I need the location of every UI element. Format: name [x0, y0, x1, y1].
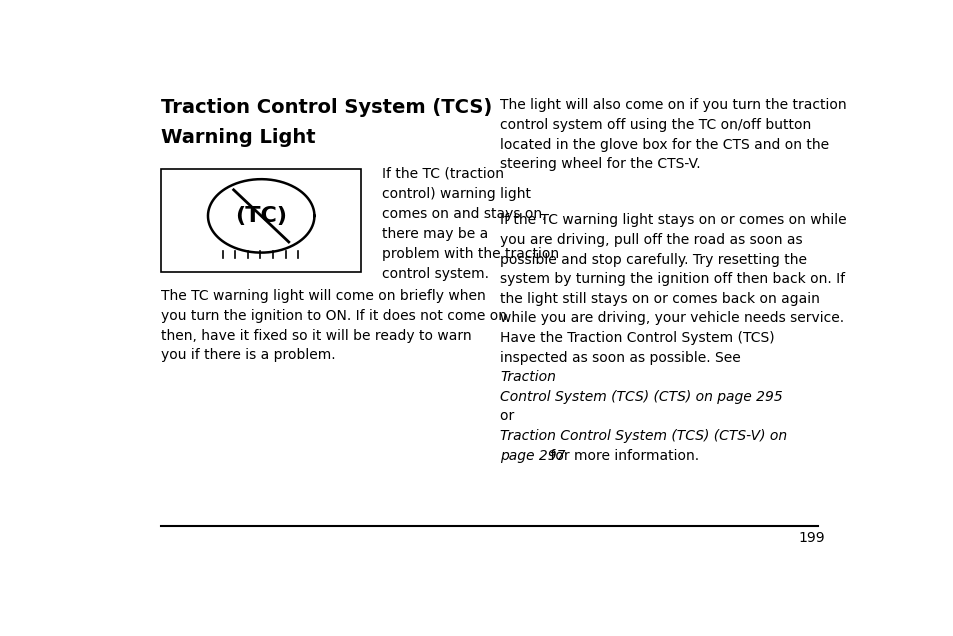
Text: possible and stop carefully. Try resetting the: possible and stop carefully. Try resetti… — [499, 252, 806, 266]
Text: control system off using the TC on/off button: control system off using the TC on/off b… — [499, 118, 810, 132]
Text: (TC): (TC) — [235, 206, 287, 226]
Text: the light still stays on or comes back on again: the light still stays on or comes back o… — [499, 292, 819, 306]
Text: system by turning the ignition off then back on. If: system by turning the ignition off then … — [499, 272, 844, 286]
Text: steering wheel for the CTS-V.: steering wheel for the CTS-V. — [499, 157, 700, 171]
Text: you are driving, pull off the road as soon as: you are driving, pull off the road as so… — [499, 233, 801, 247]
Text: inspected as soon as possible. See: inspected as soon as possible. See — [499, 350, 744, 364]
Text: while you are driving, your vehicle needs service.: while you are driving, your vehicle need… — [499, 312, 843, 326]
Text: Traction Control System (TCS): Traction Control System (TCS) — [161, 99, 492, 118]
Text: you turn the ignition to ON. If it does not come on: you turn the ignition to ON. If it does … — [161, 309, 507, 323]
Text: Have the Traction Control System (TCS): Have the Traction Control System (TCS) — [499, 331, 774, 345]
Text: If the TC (traction
control) warning light
comes on and stays on,
there may be a: If the TC (traction control) warning lig… — [381, 167, 558, 281]
Text: If the TC warning light stays on or comes on while: If the TC warning light stays on or come… — [499, 214, 845, 228]
Text: for more information.: for more information. — [545, 448, 699, 462]
Text: The light will also come on if you turn the traction: The light will also come on if you turn … — [499, 99, 845, 113]
Text: The TC warning light will come on briefly when: The TC warning light will come on briefl… — [161, 289, 486, 303]
Text: Warning Light: Warning Light — [161, 128, 315, 147]
Bar — [161, 169, 360, 272]
Text: located in the glove box for the CTS and on the: located in the glove box for the CTS and… — [499, 137, 828, 151]
Text: Traction Control System (TCS) (CTS-V) on: Traction Control System (TCS) (CTS-V) on — [499, 429, 786, 443]
Text: page 297: page 297 — [499, 448, 565, 462]
Text: Control System (TCS) (CTS) on page 295: Control System (TCS) (CTS) on page 295 — [499, 390, 782, 404]
Text: then, have it fixed so it will be ready to warn: then, have it fixed so it will be ready … — [161, 329, 472, 343]
Text: 199: 199 — [798, 530, 824, 544]
Text: you if there is a problem.: you if there is a problem. — [161, 348, 335, 362]
Text: or: or — [499, 410, 518, 424]
Text: Traction: Traction — [499, 370, 556, 384]
